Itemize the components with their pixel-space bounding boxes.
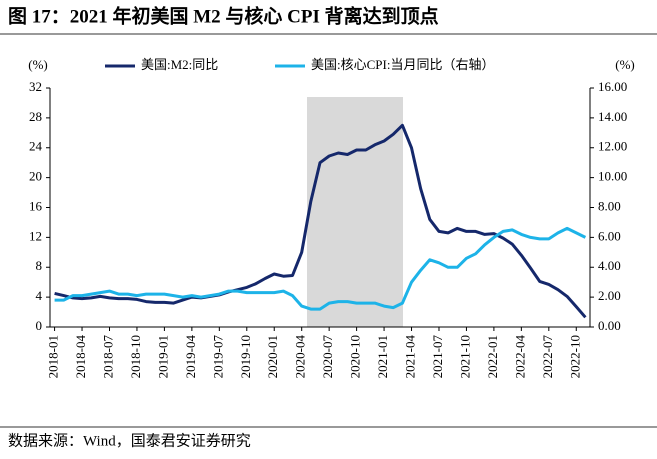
x-tick-label: 2018-07 [100, 335, 115, 379]
x-tick-label: 2020-10 [348, 335, 363, 378]
x-tick-label: 2019-04 [183, 335, 198, 379]
series-line [54, 226, 587, 311]
x-tick-label: 2022-04 [512, 335, 527, 379]
x-tick-label: 2021-07 [430, 335, 445, 379]
source: 数据来源：Wind，国泰君安证券研究 [8, 432, 251, 449]
legend-label: 美国:核心CPI:当月同比（右轴） [311, 57, 494, 72]
y2-tick-label: 8.00 [598, 198, 621, 213]
x-tick-label: 2020-04 [293, 335, 308, 379]
x-tick-label: 2019-07 [210, 335, 225, 379]
y2-tick-label: 2.00 [598, 288, 621, 303]
y-tick-label: 28 [29, 109, 42, 124]
y-tick-label: 32 [29, 79, 42, 94]
y2-tick-label: 4.00 [598, 258, 621, 273]
y-tick-label: 8 [36, 258, 43, 273]
y-tick-label: 16 [29, 198, 43, 213]
highlight-band [307, 97, 403, 327]
y-tick-label: 12 [29, 228, 42, 243]
x-tick-label: 2018-10 [128, 335, 143, 378]
y2-tick-label: 0.00 [598, 318, 621, 333]
x-tick-label: 2022-10 [567, 335, 582, 378]
y2-axis-label: (%) [615, 57, 635, 72]
x-tick-label: 2022-01 [485, 335, 500, 378]
x-tick-label: 2020-01 [265, 335, 280, 378]
y-tick-label: 4 [36, 288, 43, 303]
y-tick-label: 20 [29, 169, 42, 184]
x-tick-label: 2022-07 [540, 335, 555, 379]
x-tick-label: 2018-04 [73, 335, 88, 379]
x-tick-label: 2021-04 [403, 335, 418, 379]
chart-title: 图 17：2021 年初美国 M2 与核心 CPI 背离达到顶点 [8, 4, 439, 27]
y2-tick-label: 10.00 [598, 169, 627, 184]
y-tick-label: 0 [36, 318, 43, 333]
x-tick-label: 2021-10 [457, 335, 472, 378]
y-axis-label: (%) [28, 57, 48, 72]
y-tick-label: 24 [29, 139, 43, 154]
x-tick-label: 2021-01 [375, 335, 390, 378]
y2-tick-label: 12.00 [598, 139, 627, 154]
y2-tick-label: 6.00 [598, 228, 621, 243]
y2-tick-label: 16.00 [598, 79, 627, 94]
x-tick-label: 2019-01 [155, 335, 170, 378]
x-tick-label: 2019-10 [238, 335, 253, 378]
y2-tick-label: 14.00 [598, 109, 627, 124]
legend-label: 美国:M2:同比 [141, 57, 218, 72]
x-tick-label: 2018-01 [46, 335, 61, 378]
x-tick-label: 2020-07 [320, 335, 335, 379]
